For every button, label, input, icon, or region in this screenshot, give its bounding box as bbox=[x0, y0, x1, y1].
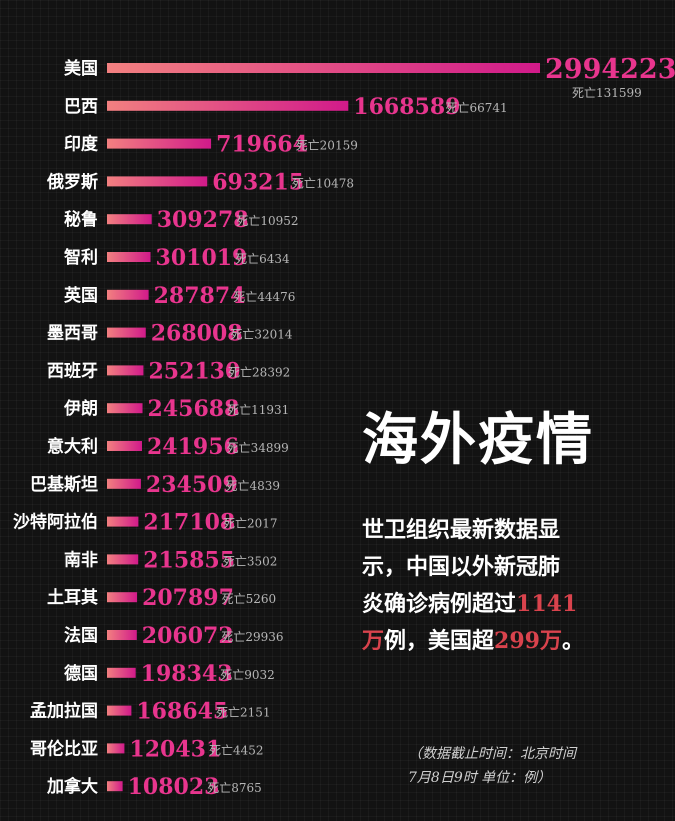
death-label: 死亡131599 bbox=[572, 86, 642, 100]
unit-highlight: 万 bbox=[362, 628, 385, 654]
case-bar bbox=[107, 705, 132, 716]
summary-line-4: 万例，美国超299万。 bbox=[362, 623, 662, 660]
case-bar bbox=[107, 63, 540, 73]
country-label: 俄罗斯 bbox=[46, 171, 98, 192]
case-bar bbox=[107, 100, 349, 111]
case-value: 120431 bbox=[129, 736, 221, 762]
note-line-2: 7月8日9时 单位：例） bbox=[408, 770, 552, 786]
summary-line-4-end: 。 bbox=[561, 628, 584, 654]
death-label: 死亡66741 bbox=[445, 101, 507, 115]
country-label: 德国 bbox=[64, 663, 98, 684]
case-bar bbox=[107, 667, 136, 678]
case-value: 252130 bbox=[148, 358, 240, 384]
summary-line-1: 世卫组织最新数据显 bbox=[362, 517, 561, 543]
case-bar bbox=[107, 138, 212, 149]
data-note: （数据截止时间：北京时间 7月8日9时 单位：例） bbox=[408, 742, 576, 790]
death-label: 死亡29936 bbox=[221, 630, 283, 644]
case-value: 207897 bbox=[142, 585, 234, 611]
case-value: 268008 bbox=[151, 321, 243, 347]
country-label: 美国 bbox=[64, 58, 98, 79]
country-label: 土耳其 bbox=[47, 587, 98, 608]
death-label: 死亡2151 bbox=[216, 706, 271, 720]
country-label: 哥伦比亚 bbox=[30, 738, 98, 759]
case-bar bbox=[107, 441, 142, 451]
summary-line-2: 示，中国以外新冠肺 bbox=[362, 554, 561, 580]
case-value: 215855 bbox=[143, 547, 235, 573]
case-bar bbox=[107, 252, 151, 262]
death-label: 死亡5260 bbox=[222, 592, 277, 606]
case-value: 287874 bbox=[154, 283, 246, 309]
case-value: 108023 bbox=[128, 774, 220, 800]
country-label: 智利 bbox=[64, 247, 98, 268]
case-bar bbox=[107, 592, 138, 603]
summary-text: 世卫组织最新数据显 示，中国以外新冠肺 炎确诊病例超过1141 万例，美国超29… bbox=[362, 512, 662, 660]
country-label: 巴西 bbox=[64, 97, 98, 117]
case-value: 1668589 bbox=[353, 94, 460, 120]
summary-line-3: 炎确诊病例超过1141 bbox=[362, 586, 662, 623]
death-label: 死亡34899 bbox=[227, 441, 289, 455]
case-bar bbox=[107, 516, 139, 527]
case-bar bbox=[107, 327, 146, 338]
death-label: 死亡8765 bbox=[207, 781, 262, 795]
case-bar bbox=[107, 365, 144, 376]
death-label: 死亡6434 bbox=[235, 252, 290, 266]
death-label: 死亡10478 bbox=[292, 176, 354, 190]
death-label: 死亡9032 bbox=[220, 668, 275, 682]
country-label: 南非 bbox=[64, 549, 98, 570]
country-label: 沙特阿拉伯 bbox=[13, 512, 98, 533]
death-label: 死亡10952 bbox=[236, 214, 298, 228]
headline: 海外疫情 bbox=[362, 407, 594, 473]
case-bar bbox=[107, 781, 123, 792]
case-value: 309278 bbox=[157, 207, 249, 233]
case-bar bbox=[107, 289, 149, 300]
country-label: 英国 bbox=[64, 285, 98, 306]
summary-line-3-text: 炎确诊病例超过 bbox=[362, 591, 517, 617]
death-label: 死亡11931 bbox=[227, 403, 289, 417]
death-label: 死亡32014 bbox=[230, 328, 293, 342]
case-bar bbox=[107, 403, 143, 414]
case-bar bbox=[107, 630, 137, 640]
country-label: 印度 bbox=[64, 134, 99, 155]
death-label: 死亡20159 bbox=[296, 139, 358, 153]
case-value: 693215 bbox=[212, 169, 304, 195]
country-label: 西班牙 bbox=[47, 361, 98, 381]
case-bar bbox=[107, 214, 152, 225]
case-value: 234509 bbox=[146, 472, 238, 498]
country-label: 法国 bbox=[64, 625, 98, 646]
note-line-1: （数据截止时间：北京时间 bbox=[408, 746, 576, 762]
case-value: 301019 bbox=[156, 245, 248, 271]
summary-line-4-text: 例，美国超 bbox=[384, 628, 495, 654]
country-label: 墨西哥 bbox=[47, 324, 98, 344]
death-label: 死亡28392 bbox=[228, 365, 290, 379]
case-value: 217108 bbox=[143, 510, 235, 536]
country-label: 巴基斯坦 bbox=[30, 474, 98, 495]
case-bar bbox=[107, 743, 125, 754]
country-label: 孟加拉国 bbox=[30, 701, 98, 722]
country-label: 加拿大 bbox=[46, 776, 98, 797]
case-value: 2994223 bbox=[545, 54, 675, 85]
case-bar bbox=[107, 554, 139, 565]
case-value: 198343 bbox=[141, 661, 233, 687]
case-value: 245688 bbox=[148, 396, 240, 422]
us-highlight: 299万 bbox=[494, 628, 562, 654]
case-bar bbox=[107, 176, 208, 187]
death-label: 死亡2017 bbox=[223, 517, 278, 531]
case-value: 241956 bbox=[147, 434, 239, 460]
country-label: 意大利 bbox=[47, 436, 98, 457]
case-value: 719664 bbox=[216, 132, 308, 158]
total-highlight: 1141 bbox=[516, 591, 578, 617]
case-bar bbox=[107, 478, 141, 489]
case-value: 168645 bbox=[136, 699, 228, 725]
death-label: 死亡44476 bbox=[233, 290, 295, 304]
country-label: 伊朗 bbox=[63, 398, 98, 419]
death-label: 死亡4452 bbox=[209, 743, 264, 757]
death-label: 死亡3502 bbox=[223, 554, 278, 568]
death-label: 死亡4839 bbox=[226, 479, 281, 493]
case-value: 206072 bbox=[142, 623, 234, 649]
country-label: 秘鲁 bbox=[64, 209, 98, 230]
